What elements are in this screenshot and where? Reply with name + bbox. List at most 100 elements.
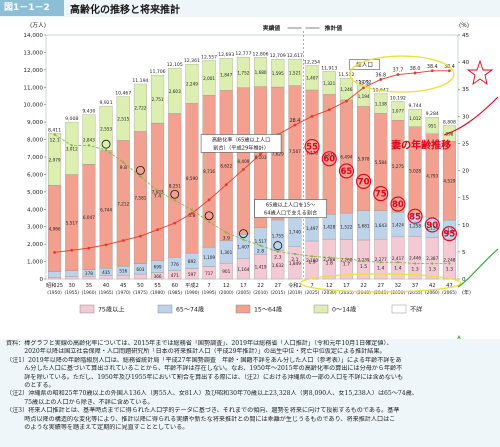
bar-segment-value: 1,522 [340, 224, 352, 229]
legend-swatch [235, 304, 251, 314]
bar-segment-value: 7,170 [306, 150, 318, 155]
support-ratio-point [396, 261, 400, 264]
bar-segment-value: 2,446 [409, 256, 421, 261]
total-label-box [349, 59, 380, 70]
bar-total-label: 9,430 [82, 109, 95, 115]
x-tick-label: 42 [429, 283, 436, 289]
aging-rate-point [207, 198, 211, 202]
note-line: 資料：棒グラフと実線の高齢化率については、2015年までは総務省「国勢調査」、2… [6, 340, 393, 347]
support-ratio-value: 2.1 [291, 257, 298, 263]
bar-segment-value: 1,407 [306, 76, 318, 81]
bar-segment [322, 71, 336, 95]
age-number: 85 [409, 212, 421, 222]
bar-total-label: 12,105 [167, 62, 183, 68]
bar-segment-value: 8,590 [186, 176, 198, 181]
bar-segment-value: 1,755 [272, 233, 284, 238]
support-ratio-point [276, 250, 279, 253]
y-left-tick-label: 8,000 [27, 138, 43, 144]
support-label-line: 65歳以上人口を15～ [266, 201, 316, 209]
age-circle [304, 138, 320, 155]
legend-swatch [157, 304, 173, 314]
x-tick-label: 27 [274, 283, 281, 289]
x-axis-unit: (年) [462, 289, 471, 296]
y-right-axis-label: (%) [459, 23, 469, 29]
bar-segment [116, 274, 130, 280]
support-ratio-point [87, 144, 91, 147]
bar-segment-value: 898 [445, 131, 453, 136]
bar-segment-value: 2,249 [186, 82, 198, 87]
bar-segment-value: 1,849 [289, 261, 301, 266]
support-ratio-value: 1.3 [446, 266, 453, 272]
support-ratio-point [431, 262, 434, 265]
x-tick-label: 昭和25 [46, 281, 63, 289]
x-year-label: (2005) [236, 290, 251, 296]
y-left-tick-label: 2,000 [27, 242, 43, 248]
bar-total-label: 12,254 [304, 59, 320, 65]
bar-segment-value: 1,424 [392, 222, 404, 227]
aging-rate-point [379, 78, 383, 81]
x-year-label: (2055) [408, 290, 423, 296]
aging-label-line: 割合）（平成29年推計） [213, 143, 269, 151]
figure-title: 高齢化の推移と将来推計 [70, 5, 180, 16]
red-arrow-icon [443, 96, 499, 136]
y-left-tick-label: 13,000 [23, 50, 43, 56]
bar-segment [99, 275, 113, 280]
x-tick-label: 12 [326, 283, 333, 289]
y-right-tick-label: 0 [462, 277, 466, 283]
bar-segment [391, 101, 405, 121]
bar-segment-value: 2,387 [426, 256, 438, 261]
y-right-tick-label: 15 [462, 196, 470, 202]
bar-segment-value: 1,194 [358, 94, 370, 99]
age-number: 60 [323, 155, 335, 165]
aging-rate-point [242, 168, 245, 171]
aging-rate-point [190, 211, 194, 215]
bar-segment-value: 2,603 [169, 89, 181, 94]
bar-segment-value: 4,793 [426, 174, 438, 179]
aging-rate-point [396, 73, 400, 76]
bar-segment-value: 892 [188, 259, 196, 264]
bar-segment-value: 5,517 [66, 221, 78, 226]
bar-segment-value: 1,428 [323, 225, 335, 230]
bar-segment-value: 1,847 [220, 72, 232, 77]
aging-rate-value: 28.4 [290, 118, 301, 124]
bar-segment-value: 1,077 [392, 109, 404, 114]
bar-segment-value: 1,632 [272, 263, 284, 268]
x-tick-label: 22 [360, 283, 367, 289]
bar-segment-value: 597 [188, 272, 196, 277]
aging-label-box [200, 134, 282, 153]
support-label-line: 64歳人口で支える割合 [264, 209, 318, 217]
note-line: （注2）沖縄県の昭和25年70歳以上の外国人136人（男55人、女81人）及び昭… [6, 390, 418, 398]
age-number: 75 [375, 190, 387, 200]
support-ratio-point [53, 133, 56, 136]
aging-rate-point [139, 234, 142, 238]
x-year-label: (1985) [167, 290, 182, 296]
bar-segment-value: 1,258 [409, 223, 421, 228]
x-tick-label: 50 [137, 283, 144, 289]
bar-segment-value: 7,212 [117, 201, 129, 206]
bar-segment-value: 1,246 [340, 87, 352, 92]
y-left-tick-label: 11,000 [23, 85, 43, 91]
x-year-label: (2000) [219, 290, 234, 296]
x-year-label: (2019) [288, 290, 303, 296]
aging-rate-point [327, 108, 331, 112]
support-ratio-value: 12.1 [49, 138, 59, 144]
aging-rate-point [121, 239, 125, 242]
bar-segment-value: 1,133 [443, 228, 455, 233]
red-star-icon [466, 59, 494, 86]
legend-swatch [391, 304, 407, 314]
bar-segment-value: 7,507 [289, 149, 301, 154]
support-ratio-point [328, 256, 331, 259]
bar-segment [254, 57, 268, 87]
legend-swatch [79, 304, 95, 314]
bar-total-label: 9,744 [409, 103, 422, 109]
bar-segment-value: 1,740 [289, 230, 301, 235]
y-left-tick-label: 0 [39, 277, 43, 283]
age-circle [373, 186, 389, 202]
age-circle [390, 196, 406, 212]
y-left-tick-label: 1,000 [27, 260, 43, 266]
age-circle [356, 173, 372, 189]
support-ratio-value: 1.9 [308, 259, 315, 265]
x-tick-label: 45 [120, 283, 127, 289]
age-circle [441, 226, 457, 242]
bar-total-label: 11,522 [338, 72, 354, 78]
